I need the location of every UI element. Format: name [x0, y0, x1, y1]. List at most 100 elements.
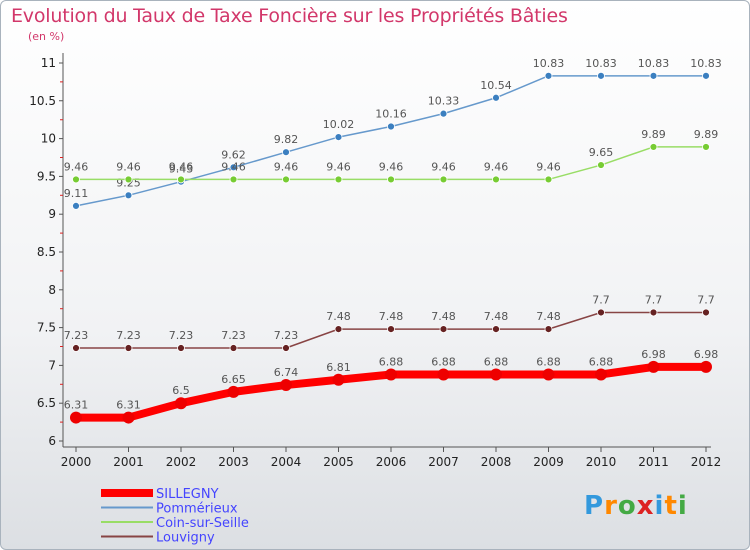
- x-tick-label: 2011: [638, 455, 669, 469]
- data-point-coin-sur-seille: [72, 175, 80, 184]
- series-louvigny: 7.23 7.23 7.23 7.23 7.23 7.48 7.48 7.48 7.48 7.48…: [64, 293, 715, 352]
- data-label-pomm-rieux: 9.43: [169, 163, 194, 176]
- data-label-coin-sur-seille: 9.89: [694, 128, 719, 141]
- data-point-coin-sur-seille: [597, 161, 605, 169]
- data-label-louvigny: 7.48: [536, 310, 561, 323]
- data-label-sillegny: 6.88: [379, 355, 404, 368]
- data-label-sillegny: 6.88: [484, 355, 509, 368]
- x-tick-label: 2002: [166, 455, 197, 469]
- logo-letter: P: [584, 491, 605, 521]
- y-tick-label: 10: [41, 132, 56, 146]
- data-point-louvigny: [649, 308, 658, 317]
- legend-label-coin-sur-seille: Coin-sur-Seille: [156, 516, 249, 531]
- x-tick-label: 2008: [481, 455, 512, 469]
- data-point-louvigny: [492, 325, 500, 334]
- data-label-louvigny: 7.23: [116, 329, 141, 342]
- data-point-sillegny: [280, 379, 292, 392]
- x-tick-label: 2006: [376, 455, 407, 469]
- data-point-coin-sur-seille: [544, 175, 553, 184]
- data-label-louvigny: 7.23: [64, 329, 89, 342]
- x-tick-label: 2005: [323, 455, 354, 469]
- data-label-pomm-rieux: 9.62: [221, 148, 246, 161]
- x-tick-label: 2001: [113, 455, 144, 469]
- data-point-pomm-rieux: [544, 71, 553, 80]
- data-label-pomm-rieux: 10.83: [690, 57, 722, 70]
- data-point-louvigny: [177, 344, 185, 352]
- data-label-coin-sur-seille: 9.46: [484, 160, 509, 173]
- y-tick-label: 8.5: [37, 245, 56, 259]
- data-label-louvigny: 7.23: [274, 329, 299, 342]
- data-label-coin-sur-seille: 9.46: [536, 160, 561, 173]
- data-label-sillegny: 6.88: [536, 355, 561, 368]
- data-point-pomm-rieux: [702, 71, 710, 80]
- data-label-coin-sur-seille: 9.46: [326, 160, 351, 173]
- data-point-coin-sur-seille: [492, 175, 500, 184]
- y-tick-label: 8: [48, 283, 56, 297]
- data-point-sillegny: [175, 397, 187, 410]
- data-label-pomm-rieux: 9.82: [274, 133, 299, 146]
- data-label-coin-sur-seille: 9.89: [641, 128, 666, 141]
- data-point-coin-sur-seille: [387, 175, 395, 184]
- logo-letter: o: [617, 491, 637, 521]
- x-tick-label: 2007: [428, 455, 459, 469]
- y-tick-label: 7: [48, 358, 56, 372]
- data-point-pomm-rieux: [334, 133, 343, 141]
- logo-letter: r: [604, 491, 618, 521]
- data-label-sillegny: 6.65: [221, 373, 246, 386]
- data-point-pomm-rieux: [72, 201, 80, 210]
- data-point-sillegny: [227, 385, 240, 398]
- data-label-coin-sur-seille: 9.46: [221, 160, 246, 173]
- series-pomm-rieux: 9.119.259.439.629.8210.0210.1610.3310.54…: [64, 57, 722, 210]
- series-coin-sur-seille: 9.46 9.46 9.46 9.46 9.46 9.46 9.46 9.46 9.46 9.46…: [64, 128, 719, 184]
- data-label-sillegny: 6.5: [172, 384, 190, 397]
- series-line-pomm-rieux: [75, 75, 707, 207]
- data-label-coin-sur-seille: 9.46: [431, 160, 456, 173]
- logo-letter: t: [664, 491, 678, 521]
- data-label-louvigny: 7.48: [379, 310, 404, 323]
- data-point-louvigny: [334, 325, 343, 334]
- data-point-coin-sur-seille: [177, 175, 185, 184]
- y-tick-label: 9.5: [37, 169, 56, 183]
- data-label-pomm-rieux: 10.54: [480, 79, 512, 92]
- data-point-coin-sur-seille: [282, 175, 290, 184]
- legend-label-sillegny: SILLEGNY: [156, 487, 219, 502]
- data-point-pomm-rieux: [492, 93, 500, 102]
- data-label-sillegny: 6.31: [116, 399, 141, 412]
- x-tick-label: 2003: [218, 455, 249, 469]
- data-point-sillegny: [542, 368, 555, 381]
- chart-title: Evolution du Taux de Taxe Foncière sur l…: [11, 5, 568, 27]
- data-label-coin-sur-seille: 9.46: [116, 160, 141, 173]
- data-label-sillegny: 6.98: [694, 348, 719, 361]
- data-label-louvigny: 7.23: [169, 329, 194, 342]
- data-point-coin-sur-seille: [702, 143, 710, 151]
- data-label-louvigny: 7.7: [697, 293, 715, 306]
- x-tick-label: 2012: [691, 455, 722, 469]
- data-label-pomm-rieux: 10.16: [375, 108, 407, 121]
- y-tick-label: 6: [48, 434, 56, 448]
- data-point-pomm-rieux: [649, 71, 658, 80]
- data-label-pomm-rieux: 10.83: [585, 57, 617, 70]
- data-label-sillegny: 6.88: [431, 355, 456, 368]
- data-point-sillegny: [437, 368, 450, 381]
- data-label-pomm-rieux: 9.11: [64, 187, 89, 200]
- data-label-louvigny: 7.48: [484, 310, 509, 323]
- logo-letter: x: [636, 491, 655, 521]
- data-point-louvigny: [124, 344, 133, 352]
- x-tick-label: 2010: [586, 455, 617, 469]
- data-point-louvigny: [439, 325, 448, 334]
- data-label-sillegny: 6.31: [64, 399, 89, 412]
- data-label-coin-sur-seille: 9.46: [169, 160, 194, 173]
- data-label-coin-sur-seille: 9.65: [589, 146, 614, 159]
- data-point-louvigny: [282, 344, 290, 352]
- data-point-louvigny: [544, 325, 553, 334]
- data-label-sillegny: 6.98: [641, 348, 666, 361]
- data-label-louvigny: 7.23: [221, 329, 246, 342]
- data-label-louvigny: 7.7: [592, 293, 610, 306]
- data-point-sillegny: [490, 368, 502, 381]
- data-point-louvigny: [387, 325, 395, 334]
- logo-letter: i: [654, 491, 665, 521]
- data-point-sillegny: [700, 360, 712, 373]
- data-point-sillegny: [70, 411, 82, 424]
